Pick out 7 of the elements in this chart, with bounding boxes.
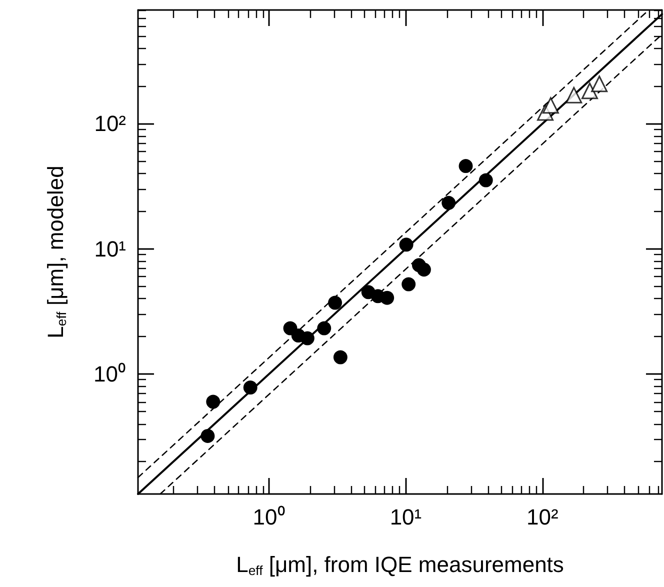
- y-tick-label: 10²: [94, 111, 126, 136]
- x-tick-label: 10¹: [390, 504, 422, 530]
- y-axis-title: Leff [μm], modeled: [42, 166, 69, 338]
- y-tick-label: 10⁰: [94, 362, 126, 387]
- x-tick-label: 10⁰: [252, 504, 286, 530]
- x-tick-label: 10²: [526, 504, 558, 530]
- y-tick-label: 10¹: [94, 236, 126, 262]
